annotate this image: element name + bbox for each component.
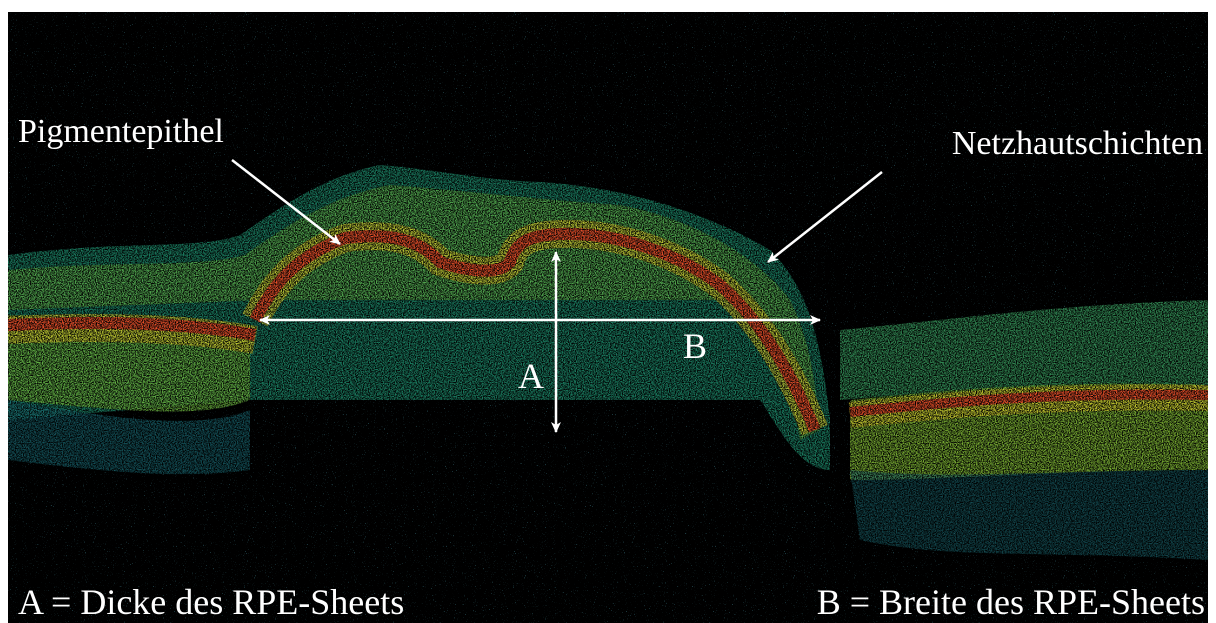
retina-label: Netzhautschichten xyxy=(952,125,1203,162)
pigment-arrow xyxy=(231,159,341,245)
pigment-label: Pigmentepithel xyxy=(18,113,224,150)
caption-b: B = Breite des RPE-Sheets xyxy=(817,582,1205,622)
measure-b-label: B xyxy=(683,326,707,366)
retina-arrow xyxy=(767,171,883,263)
caption-a: A = Dicke des RPE-Sheets xyxy=(18,582,404,622)
measure-a-label: A xyxy=(518,356,544,396)
